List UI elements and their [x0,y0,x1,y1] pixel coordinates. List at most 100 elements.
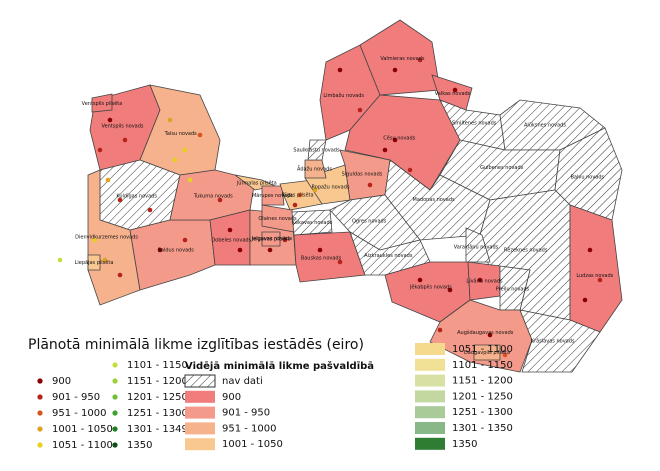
school-point [117,272,123,278]
legend-swatch [184,374,216,388]
school-point [102,257,108,263]
legend-label: 1001 - 1050 [222,439,283,450]
region-label: Valmieras novads [380,56,425,62]
school-point [57,257,63,263]
school-point [122,137,128,143]
school-point [167,117,173,123]
region [307,139,327,161]
legend-point [37,426,43,432]
region-label: Limbažu novads [323,92,364,99]
region [261,231,281,247]
legend-label: 1301 - 1349 [127,424,188,435]
legend-label: 1151 - 1200 [452,376,513,387]
school-point [107,117,113,123]
legend-label: 1101 - 1150 [452,360,513,371]
school-point [217,197,223,203]
region-label: Alūksnes novads [524,123,566,129]
school-point [227,227,233,233]
region-label: Rīgas pilsēta [282,192,314,198]
legend-label: 951 - 1000 [52,408,107,419]
school-point [117,197,123,203]
region-label: Smiltenes novads [452,121,497,127]
legend-point [112,394,118,400]
region [91,93,113,113]
legend-label: 1350 [452,439,477,450]
school-point [182,237,188,243]
region [569,204,623,333]
region-label: Gulbenes novads [480,165,524,171]
legend-label: 951 - 1000 [222,423,277,434]
region-label: Aizkraukles novads [364,253,413,259]
region-label: Augšdaugavas novads [457,329,514,336]
region-label: Jēkabpils novads [409,285,452,291]
region-label: Krāslavas novads [531,339,575,345]
school-point [437,327,443,333]
school-point [417,277,423,283]
region-label: Ķekavas novads [292,220,333,226]
region-label: Cēsu novads [383,135,415,141]
legend-swatch [415,422,445,434]
legend-label: 900 [222,392,241,403]
school-point [172,157,178,163]
legend-label: 1251 - 1300 [452,407,513,418]
legend-area-title: Vidējā minimālā likme pašvaldībā [185,360,374,372]
region-label: Madonas novads [413,197,455,203]
region [293,231,366,283]
legend-swatch [415,406,445,419]
legend-point [37,378,43,384]
school-point [392,137,398,143]
school-point [447,287,453,293]
region-label: Liepājas pilsēta [75,260,114,266]
school-point [157,247,163,253]
region-label: Talsu novads [164,131,197,137]
legend-label: 901 - 950 [222,408,270,419]
legend-point [37,442,43,448]
legend-point [37,394,43,400]
legend-swatch [415,437,445,450]
legend: Plānotā minimālā likme izglītības iestād… [28,337,513,451]
region-label: Kuldīgas novads [116,193,157,199]
region-label: Saldus novads [158,248,195,254]
region-label: Preiļu novads [496,287,530,293]
region [129,219,216,291]
legend-label: 1350 [127,440,152,451]
school-point [97,147,103,153]
school-point [582,297,588,303]
legend-label: 900 [52,376,71,387]
region-label: Ludzas novads [576,273,613,279]
school-point [337,259,343,265]
region-label: Ventspils novads [101,123,143,129]
region-label: Ādažu novads [297,166,332,173]
region-label: Daugavpils pilsēta [464,350,510,356]
legend-swatch [185,438,215,451]
region-label: Ventspils pilsēta [82,101,123,107]
region [359,19,441,96]
legend-label: 1201 - 1250 [127,392,188,403]
legend-label: 1151 - 1200 [127,376,188,387]
region-label: Varakļānu novads [454,244,499,250]
region-label: Ogres novads [352,219,387,225]
legend-point [112,426,118,432]
legend-swatch [415,343,445,355]
region [291,209,333,236]
legend-label: 1051 - 1100 [52,440,113,451]
legend-label: 1051 - 1100 [452,344,513,355]
region [261,185,285,206]
school-point [317,247,323,253]
region [465,227,491,263]
school-point [357,107,363,113]
school-point [297,192,303,198]
region [519,309,601,373]
points [57,57,603,358]
region-label: Siguldas novads [342,172,383,178]
legend-point [112,410,118,416]
region [479,189,571,321]
school-point [452,87,458,93]
region-label: Līvānu novads [466,279,503,285]
school-point [292,202,298,208]
region-labels: Ventspils novads Talsu novads Kuldīgas nov… [75,56,614,356]
school-point [502,352,508,358]
school-point [477,277,483,283]
school-point [197,132,203,138]
legend-swatch [185,406,215,419]
